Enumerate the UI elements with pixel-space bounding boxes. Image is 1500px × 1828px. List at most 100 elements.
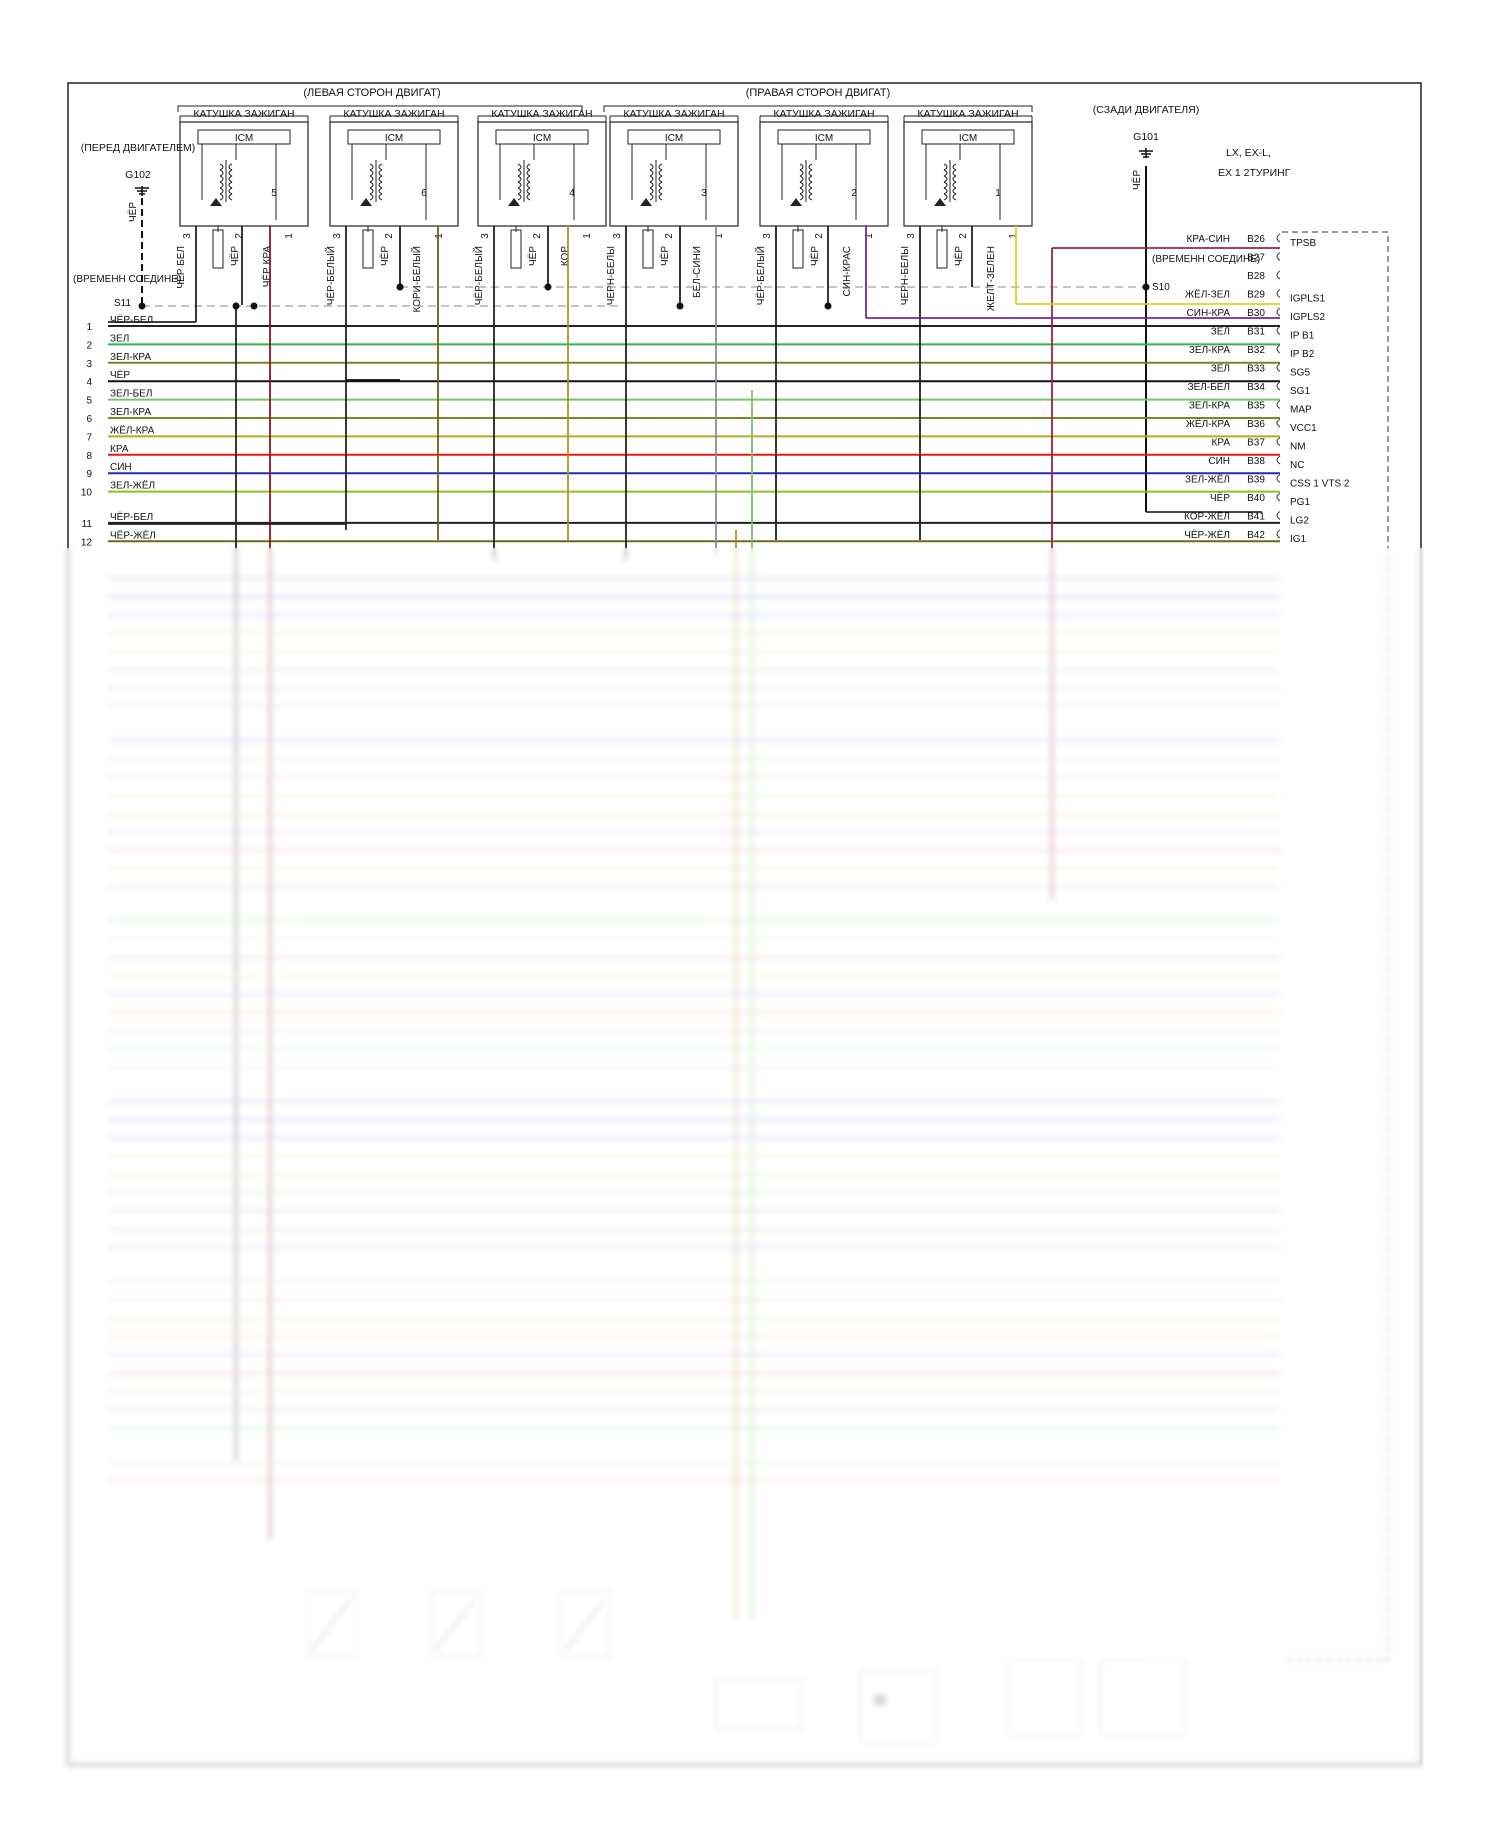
pin-terminal-icon — [1276, 326, 1281, 335]
coil-primary-icon — [649, 163, 654, 201]
knock-sensor-mid-icon — [431, 1591, 481, 1657]
icm-leads — [499, 144, 575, 220]
coil-number: 3 — [701, 188, 707, 199]
coil-title: КАТУШКА ЗАЖИГАН — [773, 108, 874, 120]
pin-wire-label-B34: ЗЕЛ-БЕЛ — [1188, 382, 1230, 393]
wire-label-8: КРА — [110, 444, 129, 455]
coil-pin-1: 1 — [864, 233, 875, 239]
coil-wire-2-label: ЧЁР — [953, 246, 965, 266]
splice-dot-8 — [1142, 283, 1150, 291]
ground-g101-icon — [1139, 148, 1153, 158]
sensor-box-a — [715, 1679, 803, 1731]
pin-terminal-icon — [1276, 363, 1281, 372]
pin-terminal-icon — [1276, 529, 1281, 539]
icm-box — [495, 129, 589, 145]
ignition-coil-1: КАТУШКА ЗАЖИГАН ICM 1 3 2 1 ЧЕРН-БЕЛЫ ЧЁР ЖЕЛТ-З… — [900, 108, 1033, 311]
wire-number-2: 2 — [86, 340, 92, 351]
coil-title: КАТУШКА ЗАЖИГАН — [917, 108, 1018, 120]
icm-box — [347, 129, 441, 145]
coil-wire-1-label: ЖЕЛТ-ЗЕЛЕН — [986, 246, 997, 311]
coil-pin-1: 1 — [1008, 233, 1019, 239]
splice-s10-label: S10 — [1152, 282, 1170, 293]
wire-number-9: 9 — [86, 469, 92, 480]
coil-pin-1: 1 — [582, 233, 593, 239]
coil-primary-icon — [943, 163, 948, 201]
pin-wire-label-B38: СИН — [1208, 456, 1230, 467]
coil-pin-2: 2 — [958, 233, 969, 239]
pin-signal-B39: CSS 1 VTS 2 — [1290, 479, 1350, 490]
ignition-coil-4: КАТУШКА ЗАЖИГАН ICM 4 3 2 1 ЧЁР-БЕЛЫЙ ЧЁР КОР — [472, 108, 607, 305]
pin-signal-B29: IGPLS1 — [1290, 294, 1325, 305]
diode-icon — [210, 198, 222, 206]
pin-id-B31: B31 — [1247, 327, 1265, 338]
pin-wire-label-B40: ЧЁР — [1210, 492, 1230, 504]
coil-title: КАТУШКА ЗАЖИГАН — [623, 108, 724, 120]
connector-dot-icon — [874, 1694, 886, 1706]
icm-leads — [925, 144, 1001, 220]
pin-wire-label-B26: КРА-СИН — [1187, 234, 1230, 245]
pin-id-B32: B32 — [1247, 345, 1265, 356]
wire-label-4: ЧЁР — [110, 369, 130, 381]
left-bank-header: (ЛЕВАЯ СТОРОН ДВИГАТ) — [303, 87, 440, 99]
knock-sensor-left-icon — [307, 1591, 357, 1657]
wire-number-1: 1 — [86, 322, 92, 333]
pin-terminal-icon — [1276, 418, 1281, 428]
coil-wire-2-label: ЧЁР — [379, 246, 391, 266]
coil-housing — [903, 121, 1033, 227]
coil-pin-2: 2 — [532, 233, 543, 239]
pin-wire-label-B42: ЧЁР-ЖЁЛ — [1184, 529, 1230, 541]
sensor-box-d — [1099, 1659, 1187, 1735]
coil-pin-3: 3 — [480, 233, 491, 239]
wire-number-7: 7 — [86, 432, 92, 443]
wire-number-12: 12 — [81, 537, 93, 548]
pin-terminal-icon — [1276, 455, 1281, 465]
wire-label-5: ЗЕЛ-БЕЛ — [110, 389, 152, 400]
coil-title: КАТУШКА ЗАЖИГАН — [193, 108, 294, 120]
icm-box — [627, 129, 721, 145]
coil-pin-2: 2 — [664, 233, 675, 239]
pin-id-B42: B42 — [1247, 530, 1265, 541]
rear-ground-id: G101 — [1133, 131, 1159, 143]
pin-signal-B41: LG2 — [1290, 516, 1309, 527]
pin-wire-label-B30: СИН-КРА — [1187, 308, 1231, 319]
pin-terminal-icon — [1276, 252, 1281, 261]
pin-wire-label-B33: ЗЕЛ — [1211, 364, 1230, 375]
coil-secondary-icon — [526, 163, 531, 201]
pin-terminal-icon — [1276, 289, 1281, 298]
wire-number-10: 10 — [81, 488, 93, 499]
coil-primary-icon — [369, 163, 374, 201]
coil-wire-2-label: ЧЁР — [229, 246, 241, 266]
pin-signal-B33: SG5 — [1290, 368, 1310, 379]
pin-id-B27: B27 — [1247, 253, 1265, 264]
coil-title-bracket — [329, 116, 459, 122]
diode-icon — [934, 198, 946, 206]
coil-pin-3: 3 — [762, 233, 773, 239]
coil-wire-3-label: ЧЁР БЕЛ — [175, 246, 187, 289]
coil-number: 1 — [995, 188, 1001, 199]
icm-label: ICM — [959, 133, 977, 144]
pin-signal-B40: PG1 — [1290, 497, 1310, 508]
ignition-coil-2: КАТУШКА ЗАЖИГАН ICM 2 3 2 1 ЧЁР-БЕЛЫЙ ЧЁР СИН-КР… — [754, 108, 889, 305]
spark-plug-icon — [510, 229, 522, 269]
coil-secondary-icon — [228, 163, 233, 201]
splice-dot-4 — [676, 302, 684, 310]
wire-label-11: ЧЁР-БЕЛ — [110, 511, 153, 523]
icm-leads — [351, 144, 427, 220]
coil-secondary-icon — [378, 163, 383, 201]
temp-joint-left: (ВРЕМЕНН СОЕДИНЕ) — [73, 274, 181, 285]
pin-id-B39: B39 — [1247, 475, 1265, 486]
coil-number: 5 — [271, 188, 277, 199]
wire-number-11: 11 — [82, 519, 93, 530]
pin-wire-label-B36: ЖЁЛ-КРА — [1186, 418, 1231, 430]
pin-wire-label-B35: ЗЕЛ-КРА — [1189, 401, 1230, 412]
coil-title: КАТУШКА ЗАЖИГАН — [343, 108, 444, 120]
icm-leads — [781, 144, 857, 220]
pin-id-B37: B37 — [1247, 438, 1265, 449]
spark-plug-icon — [792, 229, 804, 269]
coil-wire-3-label: ЧЕРН-БЕЛЫ — [606, 246, 617, 305]
front-ground-id: G102 — [125, 169, 151, 181]
icm-label: ICM — [533, 133, 551, 144]
coil-wire-1-label: БЕЛ-СИНИ — [692, 246, 703, 298]
coil-title-bracket — [609, 116, 739, 122]
